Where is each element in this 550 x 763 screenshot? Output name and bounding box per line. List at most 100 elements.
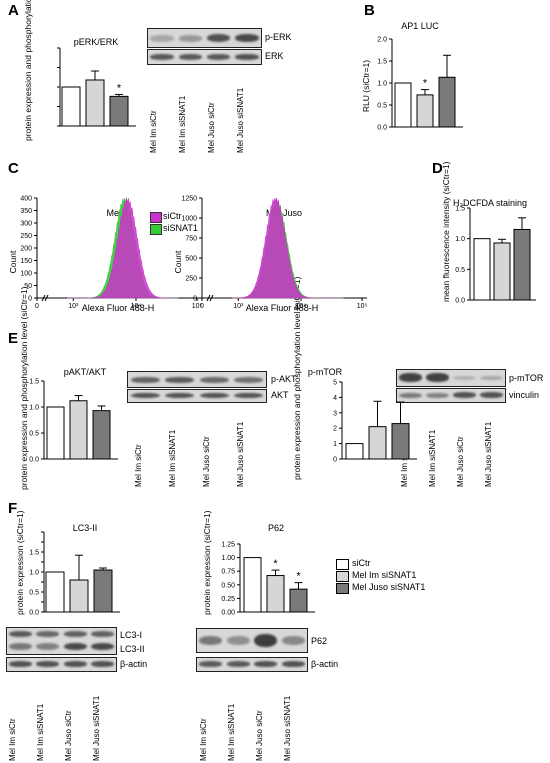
chart-title-pmtor: p-mTOR (307, 367, 343, 377)
y-tick-label-f2-3: 0.75 (221, 569, 235, 576)
bar-e1-2 (92, 410, 111, 460)
blot-label-pmtor: p-mTOR (509, 373, 544, 383)
blot-a-perk-band-0 (150, 35, 174, 42)
hist-y-tick-label-mel-juso-5: 1250 (181, 196, 197, 203)
y-tick-label-f2-2: 0.50 (221, 582, 235, 589)
blot-e-vinculin-band-2 (453, 392, 476, 399)
hist-x-tick-label-mel-im-1: 10³ (68, 303, 79, 310)
blot-label-actin-1: β-actin (120, 659, 148, 669)
hist-x-tick-label-mel-juso-0: 0 (200, 303, 204, 310)
legend-swatch-sisnat1-hist (150, 224, 162, 235)
hist-y-tick-label-mel-im-2: 100 (20, 271, 32, 278)
y-tick-label-b-4: 2.0 (377, 37, 387, 44)
bar-d-1 (493, 242, 511, 301)
hist-series-mel-im-sictr (67, 197, 179, 299)
blot-f-actin-1-band-3 (90, 661, 114, 668)
hist-y-tick-label-mel-juso-0: 0 (193, 296, 197, 303)
blot-e-pakt-band-1 (165, 376, 195, 383)
significance-b-1: * (423, 78, 428, 90)
legend-swatch-sictr-hist (150, 212, 162, 223)
bar-f2-0 (243, 557, 262, 613)
y-tick-label-e1-0: 0.0 (29, 457, 39, 464)
blot-a-perk-band-2 (206, 34, 231, 43)
bar-e1-0 (46, 406, 65, 460)
bar-b-2 (438, 76, 456, 128)
y-tick-label-d-3: 1.5 (455, 206, 465, 213)
blot-a-erk-band-0 (150, 54, 174, 60)
bar-d-0 (473, 238, 491, 301)
blot-e-akt-band-3 (234, 393, 264, 399)
blot-a-perk-band-3 (235, 34, 259, 43)
blot-e-pmtor-band-0 (399, 373, 422, 382)
y-tick-label-d-0: 0.0 (455, 298, 465, 305)
blot-f-lc3-band-1-0 (9, 643, 33, 651)
blot-e-akt-band-0 (130, 393, 160, 399)
blot-e-vinculin-band-1 (426, 392, 449, 399)
blot-f-lc3-band-0-1 (36, 631, 60, 637)
blot-label-pakt: p-AKT (271, 374, 297, 384)
blot-e-pmtor-band-3 (480, 375, 503, 381)
hist-y-tick-label-mel-im-8: 400 (20, 196, 32, 203)
blot-f-actin-1 (6, 657, 117, 672)
blot-e-akt-band-2 (199, 393, 229, 399)
blot-e-akt (127, 389, 267, 403)
y-tick-label-e2-4: 4 (333, 395, 337, 402)
hist-y-tick-label-mel-juso-3: 750 (185, 236, 197, 243)
legend-swatch-mel-juso-sisnat1 (336, 583, 349, 594)
blot-f-lc3-band-0-0 (9, 631, 33, 637)
bar-f1-2 (93, 569, 113, 613)
blot-f-lc3-band-1-3 (90, 643, 114, 651)
blot-f-lc3-band-1-1 (36, 643, 60, 651)
blot-label-actin-2: β-actin (311, 659, 339, 669)
hist-x-tick-label-mel-im-3: 10⁵ (192, 303, 203, 310)
panel-label-e: E (8, 330, 19, 347)
blot-e-pmtor (396, 369, 506, 387)
legend-label-sictr: siCtr (352, 558, 371, 568)
legend-label-mel-im-sisnat1: Mel Im siSNAT1 (352, 570, 417, 580)
y-tick-label-e2-2: 2 (333, 426, 337, 433)
blot-label-akt: AKT (271, 390, 289, 400)
legend-label-sictr-hist: siCtr (163, 211, 182, 221)
blot-f-actin-2-band-3 (281, 661, 305, 668)
bar-e2-2 (391, 423, 410, 460)
bar-d-2 (513, 228, 531, 301)
hist-x-tick-label-mel-im-2: 10⁴ (131, 303, 142, 310)
y-tick-label-b-0: 0.0 (377, 125, 387, 132)
hist-y-tick-label-mel-im-4: 200 (20, 246, 32, 253)
significance-f2-1: * (273, 558, 278, 570)
hist-x-tick-label-mel-juso-1: 10³ (233, 303, 244, 310)
blot-e-pakt-band-3 (234, 376, 264, 383)
panel-label-a: A (8, 2, 19, 19)
blot-f-actin-2 (196, 657, 308, 672)
hist-y-tick-label-mel-juso-2: 500 (185, 256, 197, 263)
blot-f-actin-2-band-2 (254, 661, 278, 668)
y-tick-label-f2-1: 0.25 (221, 596, 235, 603)
hist-y-tick-label-mel-im-0: 0 (28, 296, 32, 303)
blot-e-pakt-band-2 (199, 376, 229, 383)
y-tick-label-e1-3: 1.5 (29, 379, 39, 386)
hist-x-tick-label-mel-juso-2: 10⁴ (296, 303, 307, 310)
bar-f1-1 (69, 579, 89, 613)
chart-title-a: pERK/ERK (73, 37, 119, 47)
blot-e-pmtor-band-1 (426, 373, 449, 382)
blot-a-perk-band-1 (178, 35, 203, 42)
blot-f-lc3-band-0-3 (90, 631, 114, 637)
bar-a-1 (85, 79, 105, 127)
blot-label-lc3i: LC3-I (120, 630, 143, 640)
panel-label-f: F (8, 500, 18, 517)
bar-b-0 (394, 82, 412, 128)
y-tick-label-f1-2: 0.5 (29, 590, 39, 597)
blot-a-erk-band-3 (235, 54, 259, 60)
y-tick-label-f2-4: 1.00 (221, 555, 235, 562)
blot-e-akt-band-1 (165, 393, 195, 399)
blot-f-p62 (196, 628, 308, 653)
legend-label-sisnat1-hist: siSNAT1 (163, 223, 198, 233)
blot-e-vinculin-band-0 (399, 392, 422, 399)
panel-label-c: C (8, 160, 19, 177)
chart-title-p62: P62 (267, 523, 285, 533)
blot-f-p62-band-3 (281, 635, 305, 646)
blot-a-perk (147, 28, 262, 48)
hist-x-tick-label-mel-juso-3: 10⁵ (357, 303, 368, 310)
hist-x-tick-label-mel-im-0: 0 (35, 303, 39, 310)
